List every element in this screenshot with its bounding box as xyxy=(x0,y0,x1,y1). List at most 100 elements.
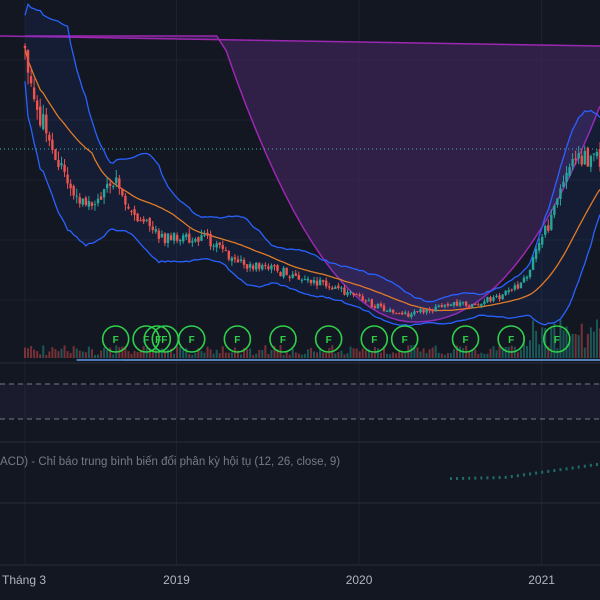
volume-bar xyxy=(148,348,151,358)
time-axis-tick-label: 2021 xyxy=(528,573,555,587)
event-marker-label: F xyxy=(326,335,332,346)
candle xyxy=(495,293,498,299)
volume-bar xyxy=(340,350,343,358)
volume-bar xyxy=(425,353,428,358)
candle-body xyxy=(197,237,200,242)
candle xyxy=(492,295,495,303)
candle xyxy=(592,152,596,162)
candle-body xyxy=(449,304,453,307)
candle xyxy=(169,232,173,241)
candle-body xyxy=(279,272,282,276)
candle-body xyxy=(434,306,437,312)
volume-bar xyxy=(81,351,84,358)
candle-body xyxy=(337,285,340,288)
volume-bar xyxy=(370,352,373,358)
candle xyxy=(547,219,550,233)
candle-body xyxy=(547,225,550,231)
volume-bar xyxy=(209,349,212,358)
candle-body xyxy=(139,220,142,222)
volume-bar xyxy=(33,349,36,358)
candle xyxy=(233,254,237,264)
volume-bar xyxy=(456,345,459,358)
candle xyxy=(407,310,410,318)
volume-bar xyxy=(592,331,595,358)
candle-body xyxy=(550,214,553,230)
candle-body xyxy=(516,284,520,289)
candle xyxy=(285,267,288,276)
candle-body xyxy=(273,265,276,267)
candle-body xyxy=(42,114,45,130)
volume-bar xyxy=(24,347,26,358)
candle xyxy=(300,278,304,284)
candle-body xyxy=(57,159,60,167)
volume-bar xyxy=(568,340,571,358)
candle-body xyxy=(218,242,221,245)
candle-body xyxy=(577,153,580,159)
candle-body xyxy=(157,230,161,239)
macd-histogram-bar xyxy=(492,476,495,480)
volume-bar xyxy=(48,351,51,358)
candle xyxy=(458,299,462,308)
candle xyxy=(373,304,377,310)
candle xyxy=(105,176,109,193)
macd-histogram-bar xyxy=(547,469,550,473)
volume-bar xyxy=(322,352,325,358)
time-axis[interactable]: Tháng 3 2019 2020 2021 xyxy=(0,564,600,600)
volume-bar xyxy=(313,351,316,358)
candle-body xyxy=(553,205,556,216)
candle xyxy=(66,167,69,189)
candle-body xyxy=(534,249,538,259)
candle-body xyxy=(160,233,164,238)
volume-bar xyxy=(422,348,425,358)
candle xyxy=(461,301,465,306)
candle-body xyxy=(495,295,498,297)
volume-bar xyxy=(471,349,474,358)
candle xyxy=(99,191,103,200)
volume-bars xyxy=(24,319,600,358)
candle-body xyxy=(288,276,291,278)
candle-body xyxy=(154,229,158,232)
candle xyxy=(215,240,218,253)
candle-body xyxy=(264,265,267,267)
candle-body xyxy=(519,282,523,289)
volume-bar xyxy=(170,348,173,358)
candle xyxy=(510,288,513,292)
candle-body xyxy=(583,150,586,165)
cup-pattern-drawing[interactable] xyxy=(0,35,600,323)
candle-body xyxy=(358,294,361,297)
candle-body xyxy=(334,286,337,289)
candle xyxy=(525,275,529,282)
candle xyxy=(75,188,78,204)
candle xyxy=(449,303,453,307)
volume-bar xyxy=(173,353,176,358)
candle xyxy=(63,159,66,177)
bollinger-upper-line xyxy=(24,2,600,303)
candle xyxy=(577,146,580,165)
candle xyxy=(550,209,553,231)
candle xyxy=(93,200,97,211)
volume-bar xyxy=(492,346,495,358)
candle xyxy=(209,230,212,250)
candle xyxy=(321,279,325,286)
candle-body xyxy=(480,304,483,306)
candle-body xyxy=(513,285,517,290)
volume-bar xyxy=(337,352,340,358)
volume-bar xyxy=(343,354,346,358)
macd-histogram-bar xyxy=(529,472,532,476)
rsi-pane xyxy=(0,359,600,420)
volume-bar xyxy=(355,348,358,358)
candle xyxy=(188,228,191,244)
time-axis-tick-label: 2020 xyxy=(346,573,373,587)
candle-body xyxy=(425,309,428,313)
volume-bar xyxy=(440,353,443,358)
candle-body xyxy=(39,106,42,126)
volume-bar xyxy=(258,349,261,358)
candle-body xyxy=(471,303,474,308)
candle xyxy=(218,242,221,249)
candle xyxy=(367,297,370,302)
volume-bar xyxy=(349,346,352,358)
candle xyxy=(480,303,483,309)
volume-bar xyxy=(550,327,553,358)
volume-bar xyxy=(72,346,75,358)
